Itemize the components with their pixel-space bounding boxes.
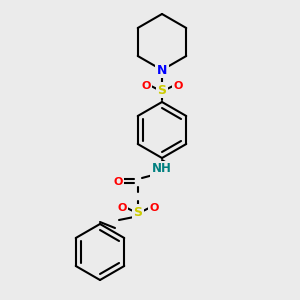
Text: O: O xyxy=(173,81,183,91)
Text: O: O xyxy=(117,203,127,213)
Text: O: O xyxy=(113,177,123,187)
Text: O: O xyxy=(149,203,159,213)
Text: NH: NH xyxy=(152,163,172,176)
Text: S: S xyxy=(158,83,166,97)
Text: S: S xyxy=(134,206,142,218)
Text: O: O xyxy=(141,81,151,91)
Text: N: N xyxy=(157,64,167,76)
